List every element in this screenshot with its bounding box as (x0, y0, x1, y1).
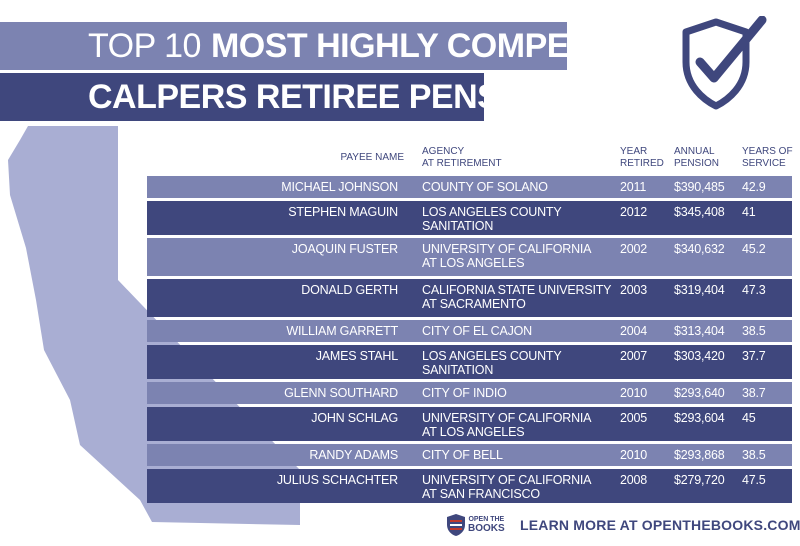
cell-agency: CALIFORNIA STATE UNIVERSITY AT SACRAMENT… (422, 283, 617, 311)
cell-agency-line2: AT SAN FRANCISCO (422, 487, 540, 501)
cell-name: JULIUS SCHACHTER (276, 473, 398, 487)
cell-service: 45.2 (742, 242, 766, 256)
cell-pension: $293,868 (674, 448, 725, 462)
cell-agency: COUNTY OF SOLANO (422, 180, 617, 194)
cell-name: JOHN SCHLAG (311, 411, 398, 425)
header-service-line1: YEARS OF (742, 146, 793, 157)
cell-pension: $293,604 (674, 411, 725, 425)
cell-year: 2011 (620, 180, 647, 194)
cell-agency-line1: LOS ANGELES COUNTY SANITATION (422, 205, 562, 233)
logo-line1: OPEN THE (468, 516, 505, 523)
cell-service: 45 (742, 411, 756, 425)
table-row: JOHN SCHLAG UNIVERSITY OF CALIFORNIA AT … (147, 407, 792, 441)
table-row: WILLIAM GARRETT CITY OF EL CAJON 2004 $3… (147, 320, 792, 342)
cell-agency: CITY OF BELL (422, 448, 617, 462)
cell-pension: $340,632 (674, 242, 725, 256)
header-pension-line1: ANNUAL (674, 146, 715, 157)
table-row: MICHAEL JOHNSON COUNTY OF SOLANO 2011 $3… (147, 176, 792, 198)
table-row: RANDY ADAMS CITY OF BELL 2010 $293,868 3… (147, 444, 792, 466)
logo-text: OPEN THE BOOKS (468, 516, 505, 534)
cell-service: 41 (742, 205, 756, 219)
learn-more-link[interactable]: LEARN MORE AT OPENTHEBOOKS.COM (520, 517, 800, 533)
cell-name: RANDY ADAMS (309, 448, 398, 462)
cell-pension: $390,485 (674, 180, 725, 194)
header-year-line2: RETIRED (620, 158, 664, 169)
cell-pension: $313,404 (674, 324, 725, 338)
header-agency-line1: AGENCY (422, 146, 465, 157)
table-row: DONALD GERTH CALIFORNIA STATE UNIVERSITY… (147, 279, 792, 317)
cell-name: GLENN SOUTHARD (284, 386, 398, 400)
open-the-books-logo[interactable]: OPEN THE BOOKS (446, 512, 510, 538)
cell-agency: CITY OF EL CAJON (422, 324, 617, 338)
table-row: GLENN SOUTHARD CITY OF INDIO 2010 $293,6… (147, 382, 792, 404)
cell-agency-line1: CITY OF BELL (422, 448, 503, 462)
cell-service: 47.5 (742, 473, 766, 487)
cell-service: 42.9 (742, 180, 766, 194)
header-agency-line2: AT RETIREMENT (422, 158, 502, 169)
cell-year: 2005 (620, 411, 648, 425)
cell-agency: CITY OF INDIO (422, 386, 617, 400)
cell-agency-line1: COUNTY OF SOLANO (422, 180, 548, 194)
table-row: JOAQUIN FUSTER UNIVERSITY OF CALIFORNIA … (147, 238, 792, 276)
cell-service: 38.5 (742, 324, 766, 338)
cell-agency-line1: UNIVERSITY OF CALIFORNIA (422, 242, 592, 256)
cell-service: 38.5 (742, 448, 766, 462)
cell-name: STEPHEN MAGUIN (288, 205, 398, 219)
header-agency: AGENCY AT RETIREMENT (422, 146, 612, 170)
header-payee-name: PAYEE NAME (340, 152, 404, 163)
cell-year: 2002 (620, 242, 648, 256)
title-line-1: TOP 10 MOST HIGHLY COMPENSATED (0, 22, 704, 70)
cell-agency-line2: AT LOS ANGELES (422, 425, 525, 439)
cell-year: 2008 (620, 473, 648, 487)
cell-service: 38.7 (742, 386, 766, 400)
cell-pension: $293,640 (674, 386, 725, 400)
cell-service: 47.3 (742, 283, 766, 297)
header-annual-pension: ANNUAL PENSION (674, 146, 740, 170)
cell-agency: UNIVERSITY OF CALIFORNIA AT LOS ANGELES (422, 411, 617, 439)
cell-name: JOAQUIN FUSTER (291, 242, 398, 256)
title-prefix: TOP 10 (88, 26, 201, 65)
cell-service: 37.7 (742, 349, 766, 363)
header-service-line2: SERVICE (742, 158, 786, 169)
cell-agency: UNIVERSITY OF CALIFORNIA AT SAN FRANCISC… (422, 473, 617, 501)
footer: OPEN THE BOOKS LEARN MORE AT OPENTHEBOOK… (446, 510, 800, 540)
table-header: PAYEE NAME AGENCY AT RETIREMENT YEAR RET… (0, 146, 800, 174)
header-years-of-service: YEARS OF SERVICE (742, 146, 800, 170)
cell-name: MICHAEL JOHNSON (281, 180, 398, 194)
cell-agency: LOS ANGELES COUNTY SANITATION DISTRICT N… (422, 349, 617, 391)
cell-agency-line2: AT LOS ANGELES (422, 256, 525, 270)
logo-line2: BOOKS (468, 523, 505, 534)
cell-name: DONALD GERTH (301, 283, 398, 297)
title-bold: MOST HIGHLY COMPENSATED (210, 26, 704, 65)
cell-name: JAMES STAHL (315, 349, 399, 363)
cell-agency: UNIVERSITY OF CALIFORNIA AT LOS ANGELES (422, 242, 617, 270)
cell-year: 2004 (620, 324, 648, 338)
cell-agency-line1: UNIVERSITY OF CALIFORNIA (422, 473, 592, 487)
cell-year: 2003 (620, 283, 648, 297)
logo-shield-icon (447, 514, 465, 536)
table-row: STEPHEN MAGUIN LOS ANGELES COUNTY SANITA… (147, 201, 792, 247)
cell-pension: $319,404 (674, 283, 725, 297)
table-row: JULIUS SCHACHTER UNIVERSITY OF CALIFORNI… (147, 469, 792, 503)
cell-year: 2007 (620, 349, 648, 363)
header-pension-line2: PENSION (674, 158, 720, 169)
cell-year: 2012 (620, 205, 648, 219)
cell-year: 2010 (620, 448, 648, 462)
cell-name: WILLIAM GARRETT (286, 324, 398, 338)
cell-pension: $279,720 (674, 473, 725, 487)
cell-agency-line1: UNIVERSITY OF CALIFORNIA (422, 411, 592, 425)
cell-agency-line1: LOS ANGELES COUNTY SANITATION (422, 349, 562, 377)
cell-pension: $345,408 (674, 205, 725, 219)
table-row: JAMES STAHL LOS ANGELES COUNTY SANITATIO… (147, 345, 792, 391)
cell-year: 2010 (620, 386, 648, 400)
cell-agency-line2: AT SACRAMENTO (422, 297, 526, 311)
cell-pension: $303,420 (674, 349, 725, 363)
cell-agency-line1: CITY OF INDIO (422, 386, 507, 400)
cell-agency-line1: CITY OF EL CAJON (422, 324, 533, 338)
shield-check-icon (682, 16, 767, 110)
header-year-retired: YEAR RETIRED (620, 146, 666, 170)
header-year-line1: YEAR (620, 146, 648, 157)
cell-agency-line1: CALIFORNIA STATE UNIVERSITY (422, 283, 612, 297)
